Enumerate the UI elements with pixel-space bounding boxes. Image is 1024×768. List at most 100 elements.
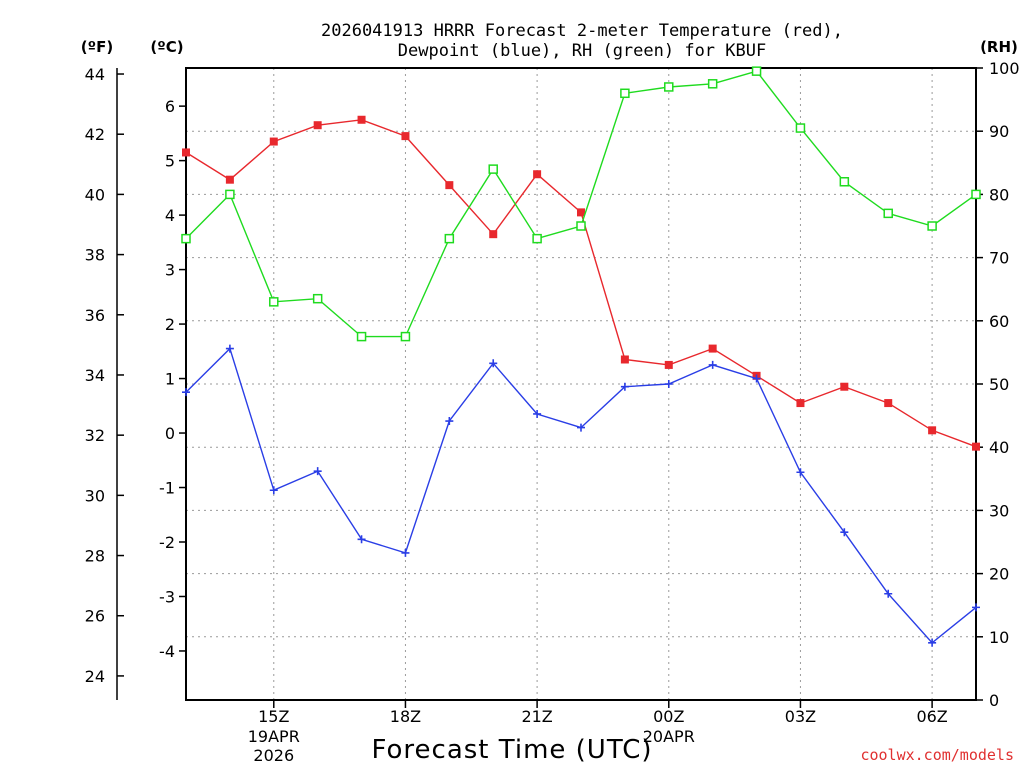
time-tick-label: 03Z bbox=[785, 707, 816, 726]
celsius-tick-label: 6 bbox=[165, 97, 175, 116]
dewpoint-point bbox=[401, 548, 410, 557]
rh-point bbox=[400, 331, 411, 342]
celsius-tick-label: 1 bbox=[165, 370, 175, 389]
fahrenheit-tick-label: 34 bbox=[85, 366, 105, 385]
dewpoint-point bbox=[269, 486, 278, 495]
dewpoint-point bbox=[182, 388, 190, 397]
grid-lines bbox=[186, 68, 976, 700]
rh-tick-label: 30 bbox=[989, 501, 1009, 520]
rh-tick-label: 100 bbox=[989, 59, 1020, 78]
rh-tick-label: 70 bbox=[989, 249, 1009, 268]
celsius-tick-label: -1 bbox=[159, 479, 175, 498]
rh-point bbox=[795, 123, 806, 133]
rh-tick-label: 90 bbox=[989, 122, 1009, 141]
time-tick-label: 18Z bbox=[390, 707, 421, 726]
temperature-point bbox=[533, 170, 542, 179]
dewpoint-point bbox=[752, 374, 761, 383]
celsius-tick-label: -3 bbox=[159, 587, 175, 606]
dewpoint-point bbox=[840, 528, 849, 537]
temperature-point bbox=[928, 426, 937, 435]
dewpoint-point bbox=[357, 535, 366, 544]
temperature-point bbox=[357, 115, 366, 124]
plot-frame bbox=[185, 67, 977, 701]
temperature-point bbox=[972, 442, 980, 451]
temperature-point bbox=[884, 399, 893, 408]
fahrenheit-tick-label: 30 bbox=[85, 486, 105, 505]
celsius-tick-label: -2 bbox=[159, 533, 175, 552]
celsius-tick-label: -4 bbox=[159, 642, 175, 661]
dewpoint-line bbox=[185, 347, 977, 644]
fahrenheit-tick-label: 32 bbox=[85, 426, 105, 445]
dewpoint-point bbox=[972, 603, 980, 612]
dewpoint-point bbox=[928, 638, 937, 647]
dewpoint-point bbox=[664, 380, 673, 388]
fahrenheit-tick-label: 42 bbox=[85, 125, 105, 144]
rh-point bbox=[576, 221, 586, 231]
time-tick-label: 15Z bbox=[258, 707, 289, 726]
rh-tick-label: 20 bbox=[989, 565, 1009, 584]
temperature-point bbox=[313, 121, 322, 130]
celsius-tick-label: 2 bbox=[165, 315, 175, 334]
temperature-point bbox=[269, 137, 278, 146]
rh-point bbox=[488, 164, 498, 174]
date-label: 20APR bbox=[643, 727, 695, 746]
temperature-point bbox=[840, 382, 849, 391]
rh-point bbox=[664, 82, 674, 92]
rh-tick-label: 50 bbox=[989, 375, 1009, 394]
rh-tick-label: 60 bbox=[989, 312, 1009, 331]
temperature-point bbox=[489, 230, 498, 239]
dewpoint-point bbox=[225, 344, 234, 353]
rh-point bbox=[707, 79, 718, 89]
rh-point bbox=[444, 233, 455, 244]
celsius-tick-label: 3 bbox=[165, 261, 175, 280]
rh-line bbox=[185, 70, 977, 338]
dewpoint-point bbox=[620, 382, 629, 391]
rh-point bbox=[883, 208, 893, 219]
temperature-line bbox=[185, 119, 977, 448]
fahrenheit-tick-label: 26 bbox=[85, 607, 105, 626]
rh-point bbox=[225, 189, 235, 200]
rh-point bbox=[181, 233, 191, 244]
temperature-point bbox=[664, 360, 673, 369]
temperature-point bbox=[620, 355, 629, 364]
fahrenheit-tick-label: 44 bbox=[85, 65, 105, 84]
celsius-tick-label: 0 bbox=[165, 424, 175, 443]
rh-point bbox=[356, 331, 367, 342]
temperature-point bbox=[401, 132, 410, 141]
dewpoint-point bbox=[708, 360, 717, 369]
rh-point bbox=[269, 297, 279, 307]
rh-point bbox=[312, 293, 323, 304]
celsius-unit-label: (ºC) bbox=[150, 38, 183, 56]
rh-point bbox=[620, 88, 630, 99]
temperature-point bbox=[182, 148, 190, 157]
dewpoint-point bbox=[445, 417, 454, 426]
temperature-point bbox=[577, 208, 585, 217]
fahrenheit-unit-label: (ºF) bbox=[81, 38, 113, 56]
dewpoint-point bbox=[533, 409, 542, 418]
time-tick-label: 00Z bbox=[653, 707, 684, 726]
celsius-tick-label: 4 bbox=[165, 206, 175, 225]
rh-unit-label: (RH) bbox=[980, 38, 1018, 56]
dewpoint-point bbox=[313, 467, 322, 476]
fahrenheit-tick-label: 28 bbox=[85, 547, 105, 566]
rh-tick-label: 0 bbox=[989, 691, 999, 710]
temperature-point bbox=[225, 175, 234, 184]
date-label: 19APR bbox=[248, 727, 300, 746]
temperature-point bbox=[796, 399, 805, 408]
fahrenheit-tick-label: 38 bbox=[85, 246, 105, 265]
x-axis-label: Forecast Time (UTC) bbox=[371, 735, 652, 765]
rh-point bbox=[927, 221, 937, 231]
rh-tick-label: 40 bbox=[989, 438, 1009, 457]
rh-point bbox=[751, 66, 762, 76]
rh-tick-label: 10 bbox=[989, 628, 1009, 647]
data-series bbox=[181, 66, 981, 647]
chart-title-line-2: Dewpoint (blue), RH (green) for KBUF bbox=[398, 41, 766, 61]
year-label: 2026 bbox=[253, 746, 294, 765]
dewpoint-point bbox=[489, 359, 498, 368]
celsius-tick-label: 5 bbox=[165, 152, 175, 171]
rh-point bbox=[839, 177, 850, 187]
fahrenheit-tick-label: 36 bbox=[85, 306, 105, 325]
time-tick-label: 21Z bbox=[521, 707, 552, 726]
time-tick-label: 06Z bbox=[916, 707, 947, 726]
